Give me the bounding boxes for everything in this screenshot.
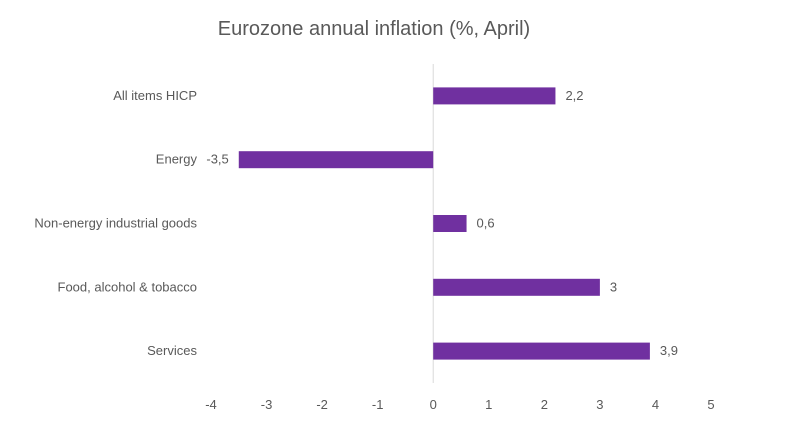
x-tick-label-6: 2 <box>541 397 548 412</box>
category-label-4: Services <box>147 343 197 358</box>
data-label-4: 3,9 <box>660 343 678 358</box>
x-tick-label-0: -4 <box>205 397 217 412</box>
bar-1 <box>238 151 434 169</box>
x-tick-label-1: -3 <box>261 397 273 412</box>
chart-title: Eurozone annual inflation (%, April) <box>217 18 531 40</box>
bar-3 <box>433 278 600 296</box>
category-label-3: Food, alcohol & tobacco <box>58 279 197 294</box>
category-label-2: Non-energy industrial goods <box>34 216 197 231</box>
category-label-1: Energy <box>156 152 198 167</box>
x-tick-label-5: 1 <box>485 397 492 412</box>
bar-0 <box>433 87 556 105</box>
x-tick-label-4: 0 <box>430 397 437 412</box>
x-tick-label-2: -2 <box>316 397 328 412</box>
data-label-1: -3,5 <box>206 152 228 167</box>
bar-4 <box>433 342 650 360</box>
x-tick-label-3: -1 <box>372 397 384 412</box>
data-label-2: 0,6 <box>477 216 495 231</box>
x-tick-label-8: 4 <box>652 397 659 412</box>
category-label-0: All items HICP <box>113 88 197 103</box>
x-tick-label-9: 5 <box>707 397 714 412</box>
bar-2 <box>433 215 467 232</box>
data-label-0: 2,2 <box>565 88 583 103</box>
x-tick-label-7: 3 <box>596 397 603 412</box>
data-label-3: 3 <box>610 279 617 294</box>
